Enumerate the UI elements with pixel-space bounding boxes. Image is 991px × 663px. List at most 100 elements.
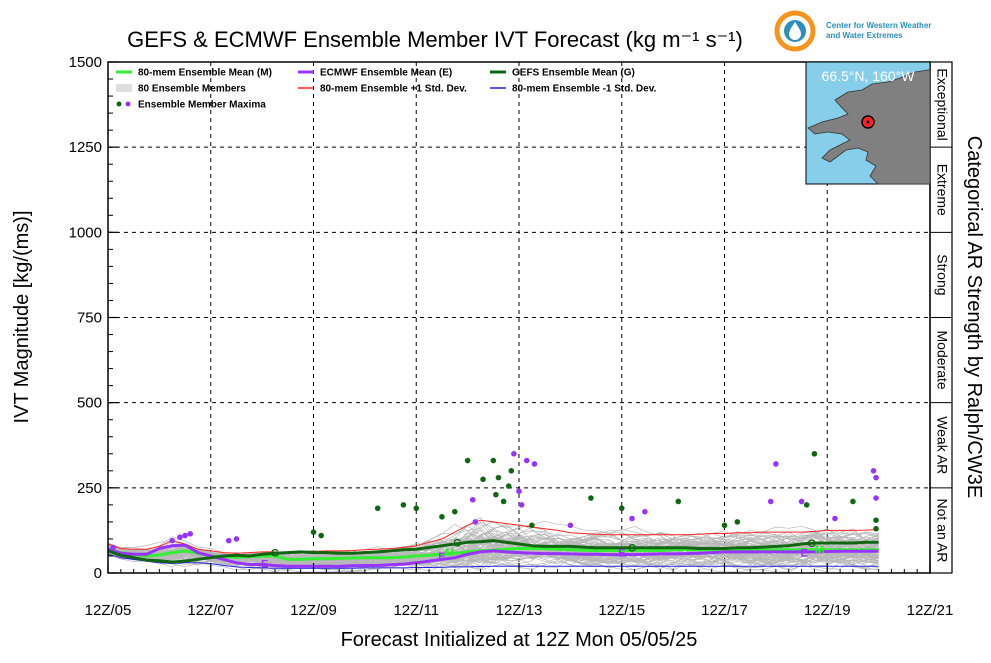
member-maximum-dot [873,474,879,481]
series-line [107,553,879,569]
member-maximum-dot [567,522,574,529]
series-letter-label: E [261,558,268,570]
legend-label: 80-mem Ensemble -1 Std. Dev. [512,84,657,95]
member-maximum-dot [511,450,517,457]
grid-lines [108,62,930,573]
member-maximum-dot [413,505,420,512]
member-maximum-dot [225,537,232,544]
category-label: Exceptional [934,68,950,140]
member-maximum-dot [803,502,810,508]
x-axis-title: Forecast Initialized at 12Z Mon 05/05/25 [341,629,698,651]
member-maximum-dot [187,531,193,537]
category-label: Extreme [934,164,950,216]
member-maximum-dot [873,525,879,532]
droplet-shape [789,22,801,40]
member-maximum-dot [523,457,530,464]
logo-text-line1: Center for Western Weather [826,21,932,30]
series-letter-label: E [438,551,445,563]
x-tick-label: 12Z/21 [907,602,954,619]
member-maximum-dot [811,450,818,457]
y-axis-title: IVT Magnitude [kg/(ms)] [11,210,33,423]
legend-label: 80-mem Ensemble +1 Std. Dev. [320,84,467,95]
y-tick-label: 500 [77,395,102,412]
member-maximum-dot [529,522,535,529]
member-maximum-dot [110,544,116,551]
category-label: Weak AR [934,416,950,474]
y-tick-label: 1500 [69,54,102,71]
legend-label: GEFS Ensemble Mean (G) [512,68,635,79]
ensemble-members [107,517,879,573]
member-maximum-dot [516,488,522,495]
y-tick-label: 0 [94,565,102,582]
member-maximum-dot [493,491,499,498]
member-maximum-dot [767,498,774,505]
y-tick-label: 1000 [69,224,102,241]
x-tick-label: 12Z/09 [290,602,337,619]
series-lines [107,519,879,569]
logo-text-line2: and Water Extremes [826,31,903,40]
cw3e-droplet-logo-icon [774,10,816,52]
member-maximum-dot [642,508,648,515]
member-maximum-dot [675,498,682,505]
series-letter-label: M [815,544,824,556]
category-label: Moderate [934,331,950,390]
legend: 80-mem Ensemble Mean (M) ECMWF Ensemble M… [116,68,657,111]
y-tick-label: 250 [77,480,102,497]
member-maximum-dot [508,468,515,474]
member-maximum-dot [233,536,240,542]
member-maximum-dot [318,532,325,539]
member-maximum-dot [629,515,635,522]
member-maximum-dot [721,522,728,529]
member-maximum-dot [518,502,525,508]
category-frame [929,61,953,574]
series-letter-label: G [628,542,637,554]
x-tick-label: 12Z/19 [804,602,851,619]
member-maximum-dot [472,519,479,525]
member-maximum-dot [500,498,507,505]
series-letter-label: G [271,548,280,560]
member-maximum-dot [182,532,188,539]
y-tick-label: 1250 [69,139,102,156]
ensemble-member-line [107,536,879,569]
member-maximum-dot [480,476,486,483]
location-marker-dot [866,120,870,124]
series-letter-label: E [800,548,807,560]
series-line [107,539,879,564]
member-maximum-dot [177,534,183,541]
legend-label: Ensemble Member Maxima [138,100,266,111]
legend-swatch-dot [116,101,122,107]
member-maxima [110,450,879,551]
member-maximum-dot [773,461,779,467]
series-letter-label: M [445,547,454,559]
x-tick-label: 12Z/05 [85,602,132,619]
legend-label: 80 Ensemble Members [138,84,246,95]
member-maximum-dot [618,505,625,512]
x-tick-label: 12Z/11 [393,602,439,619]
series-letter-label: E [618,548,625,560]
member-maximum-dot [832,515,838,522]
member-maximum-dot [374,505,381,512]
series-letter-label: G [453,537,462,549]
member-maximum-dot [734,519,741,525]
member-maximum-dot [873,517,879,523]
member-maximum-dot [451,508,458,515]
member-maximum-dot [505,483,512,489]
inset-map: 66.5°N, 160°W [805,61,931,185]
x-tick-label: 12Z/13 [496,602,543,619]
member-maximum-dot [850,498,856,505]
inset-map-location-label: 66.5°N, 160°W [822,68,916,84]
legend-swatch-dot [125,101,131,107]
member-maximum-dot [400,502,407,508]
x-tick-label: 12Z/15 [598,602,645,619]
right-axis-title: Categorical AR Strength by Ralph/CW3E [963,136,985,498]
member-maximum-dot [310,529,317,535]
ar-category-bar: Exceptional Extreme Strong Moderate Weak AR N… [929,61,953,574]
legend-label: ECMWF Ensemble Mean (E) [320,68,452,79]
member-maximum-dot [588,495,594,501]
member-maximum-dot [873,495,879,501]
category-label: Strong [934,254,950,295]
member-maximum-dot [531,461,538,467]
